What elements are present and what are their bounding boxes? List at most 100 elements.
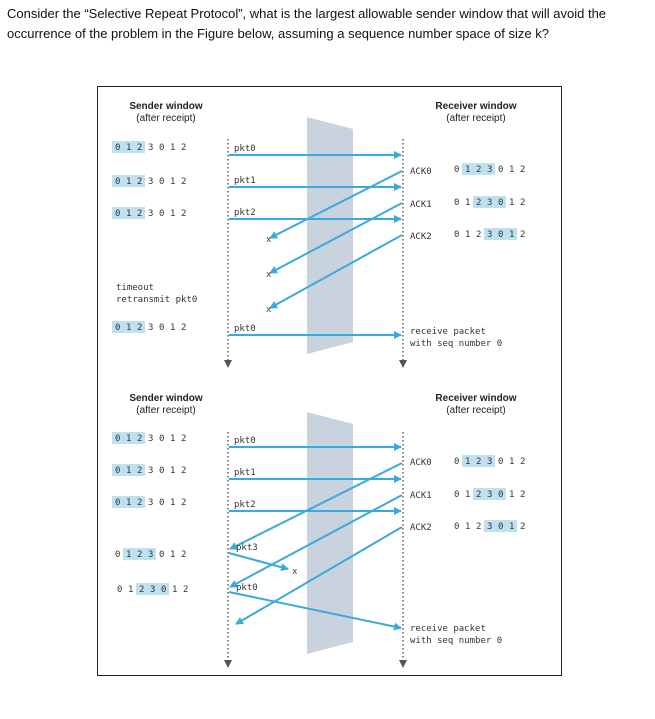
seq-number: 1: [465, 490, 470, 500]
top-arrows: [229, 151, 403, 339]
sender-header-bottom: Sender window: [129, 393, 203, 404]
sender-sub-top: (after receipt): [136, 113, 195, 124]
sender-sub-bottom: (after receipt): [136, 405, 195, 416]
label-ack2-bottom: ACK2: [410, 523, 432, 533]
label-ack2-top: ACK2: [410, 232, 432, 242]
window-highlight: [484, 520, 517, 532]
seq-number: 0: [454, 522, 459, 532]
seq-number: 1: [126, 466, 131, 476]
window-highlight: [112, 464, 145, 476]
seq-number: 1: [126, 434, 131, 444]
question-text: Consider the “Selective Repeat Protocol”…: [7, 6, 607, 41]
seq-number: 2: [137, 209, 142, 219]
window-highlight: [112, 496, 145, 508]
seq-number: 0: [159, 143, 164, 153]
selective-repeat-figure: Sender window (after receipt) Receiver w…: [97, 86, 562, 676]
seq-number: 3: [148, 434, 153, 444]
loss-mark-2-top: x: [266, 270, 272, 280]
seq-number: 2: [137, 323, 142, 333]
seq-number: 3: [148, 209, 153, 219]
window-highlight: [112, 207, 145, 219]
receiver-header-bottom: Receiver window: [435, 393, 516, 404]
label-pkt0-retx-top: pkt0: [234, 324, 256, 334]
window-highlight: [112, 175, 145, 187]
seq-number: 1: [509, 198, 514, 208]
arrow-ack0-bottom: [229, 462, 403, 550]
seq-number: 3: [487, 490, 492, 500]
sequence-rows: 0 1 2 3 0 1 20 1 2 3 0 1 20 1 2 3 0 1 20 1 2 3 0 1 20 1 2 3 0 1 20 1 2 3 0…: [112, 141, 525, 595]
seq-number: 1: [465, 230, 470, 240]
label-pkt0-new-bottom: pkt0: [236, 583, 258, 593]
loss-mark-1-top: x: [266, 235, 272, 245]
seq-number: 0: [498, 522, 503, 532]
window-highlight: [484, 228, 517, 240]
seq-number: 1: [170, 323, 175, 333]
seq-number: 1: [509, 165, 514, 175]
receiver-sub-bottom: (after receipt): [446, 405, 505, 416]
seq-number: 0: [115, 466, 120, 476]
seq-number: 3: [487, 165, 492, 175]
window-highlight: [112, 432, 145, 444]
seq-number: 1: [128, 585, 133, 595]
seq-number: 2: [476, 198, 481, 208]
seq-number: 0: [159, 434, 164, 444]
label-pkt3-bottom: pkt3: [236, 543, 258, 553]
loss-mark-3-top: x: [266, 305, 272, 315]
seq-number: 2: [181, 466, 186, 476]
seq-number: 1: [170, 434, 175, 444]
label-pkt2-bottom: pkt2: [234, 500, 256, 510]
seq-number: 1: [465, 522, 470, 532]
arrow-ack1-top: [269, 202, 403, 274]
seq-number: 2: [137, 550, 142, 560]
seq-number: 0: [498, 165, 503, 175]
seq-number: 1: [509, 230, 514, 240]
seq-number: 2: [137, 177, 142, 187]
seq-number: 2: [181, 323, 186, 333]
seq-number: 2: [139, 585, 144, 595]
arrow-ack2-bottom: [235, 526, 403, 625]
arrow-ack0-top: [269, 170, 403, 239]
arrow-ack1-bottom: [229, 494, 403, 588]
seq-number: 3: [148, 177, 153, 187]
loss-mark-bottom: x: [292, 567, 298, 577]
seq-number: 0: [454, 490, 459, 500]
seq-number: 2: [476, 522, 481, 532]
seq-number: 1: [509, 522, 514, 532]
window-highlight: [112, 141, 145, 153]
seq-number: 1: [170, 143, 175, 153]
label-pkt0-bottom: pkt0: [234, 436, 256, 446]
seq-number: 0: [159, 498, 164, 508]
label-pkt0-top: pkt0: [234, 144, 256, 154]
window-highlight: [123, 548, 156, 560]
seq-number: 0: [454, 230, 459, 240]
seq-number: 0: [161, 585, 166, 595]
seq-number: 1: [509, 457, 514, 467]
seq-number: 1: [126, 143, 131, 153]
seq-number: 2: [520, 165, 525, 175]
receiver-header-top: Receiver window: [435, 101, 516, 112]
seq-number: 3: [487, 198, 492, 208]
window-highlight: [136, 583, 169, 595]
sender-header-top: Sender window: [129, 101, 203, 112]
label-ack1-top: ACK1: [410, 200, 432, 210]
seq-number: 3: [487, 457, 492, 467]
label-receive2-top: with seq number 0: [410, 339, 502, 349]
label-receive1-top: receive packet: [410, 327, 486, 337]
seq-number: 2: [181, 143, 186, 153]
timelines: [224, 139, 407, 668]
seq-number: 3: [148, 323, 153, 333]
seq-number: 1: [126, 209, 131, 219]
seq-number: 0: [115, 177, 120, 187]
seq-number: 1: [126, 177, 131, 187]
window-highlight: [462, 455, 495, 467]
seq-number: 0: [115, 550, 120, 560]
